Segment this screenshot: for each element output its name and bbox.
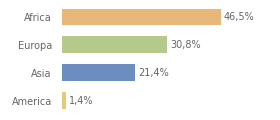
Text: 21,4%: 21,4% [138, 68, 169, 78]
Text: 46,5%: 46,5% [224, 12, 255, 22]
Text: 1,4%: 1,4% [69, 96, 94, 106]
Bar [62, 9, 221, 25]
Text: 30,8%: 30,8% [170, 40, 201, 50]
Bar [62, 92, 66, 109]
Bar [62, 36, 167, 53]
Bar [62, 64, 135, 81]
